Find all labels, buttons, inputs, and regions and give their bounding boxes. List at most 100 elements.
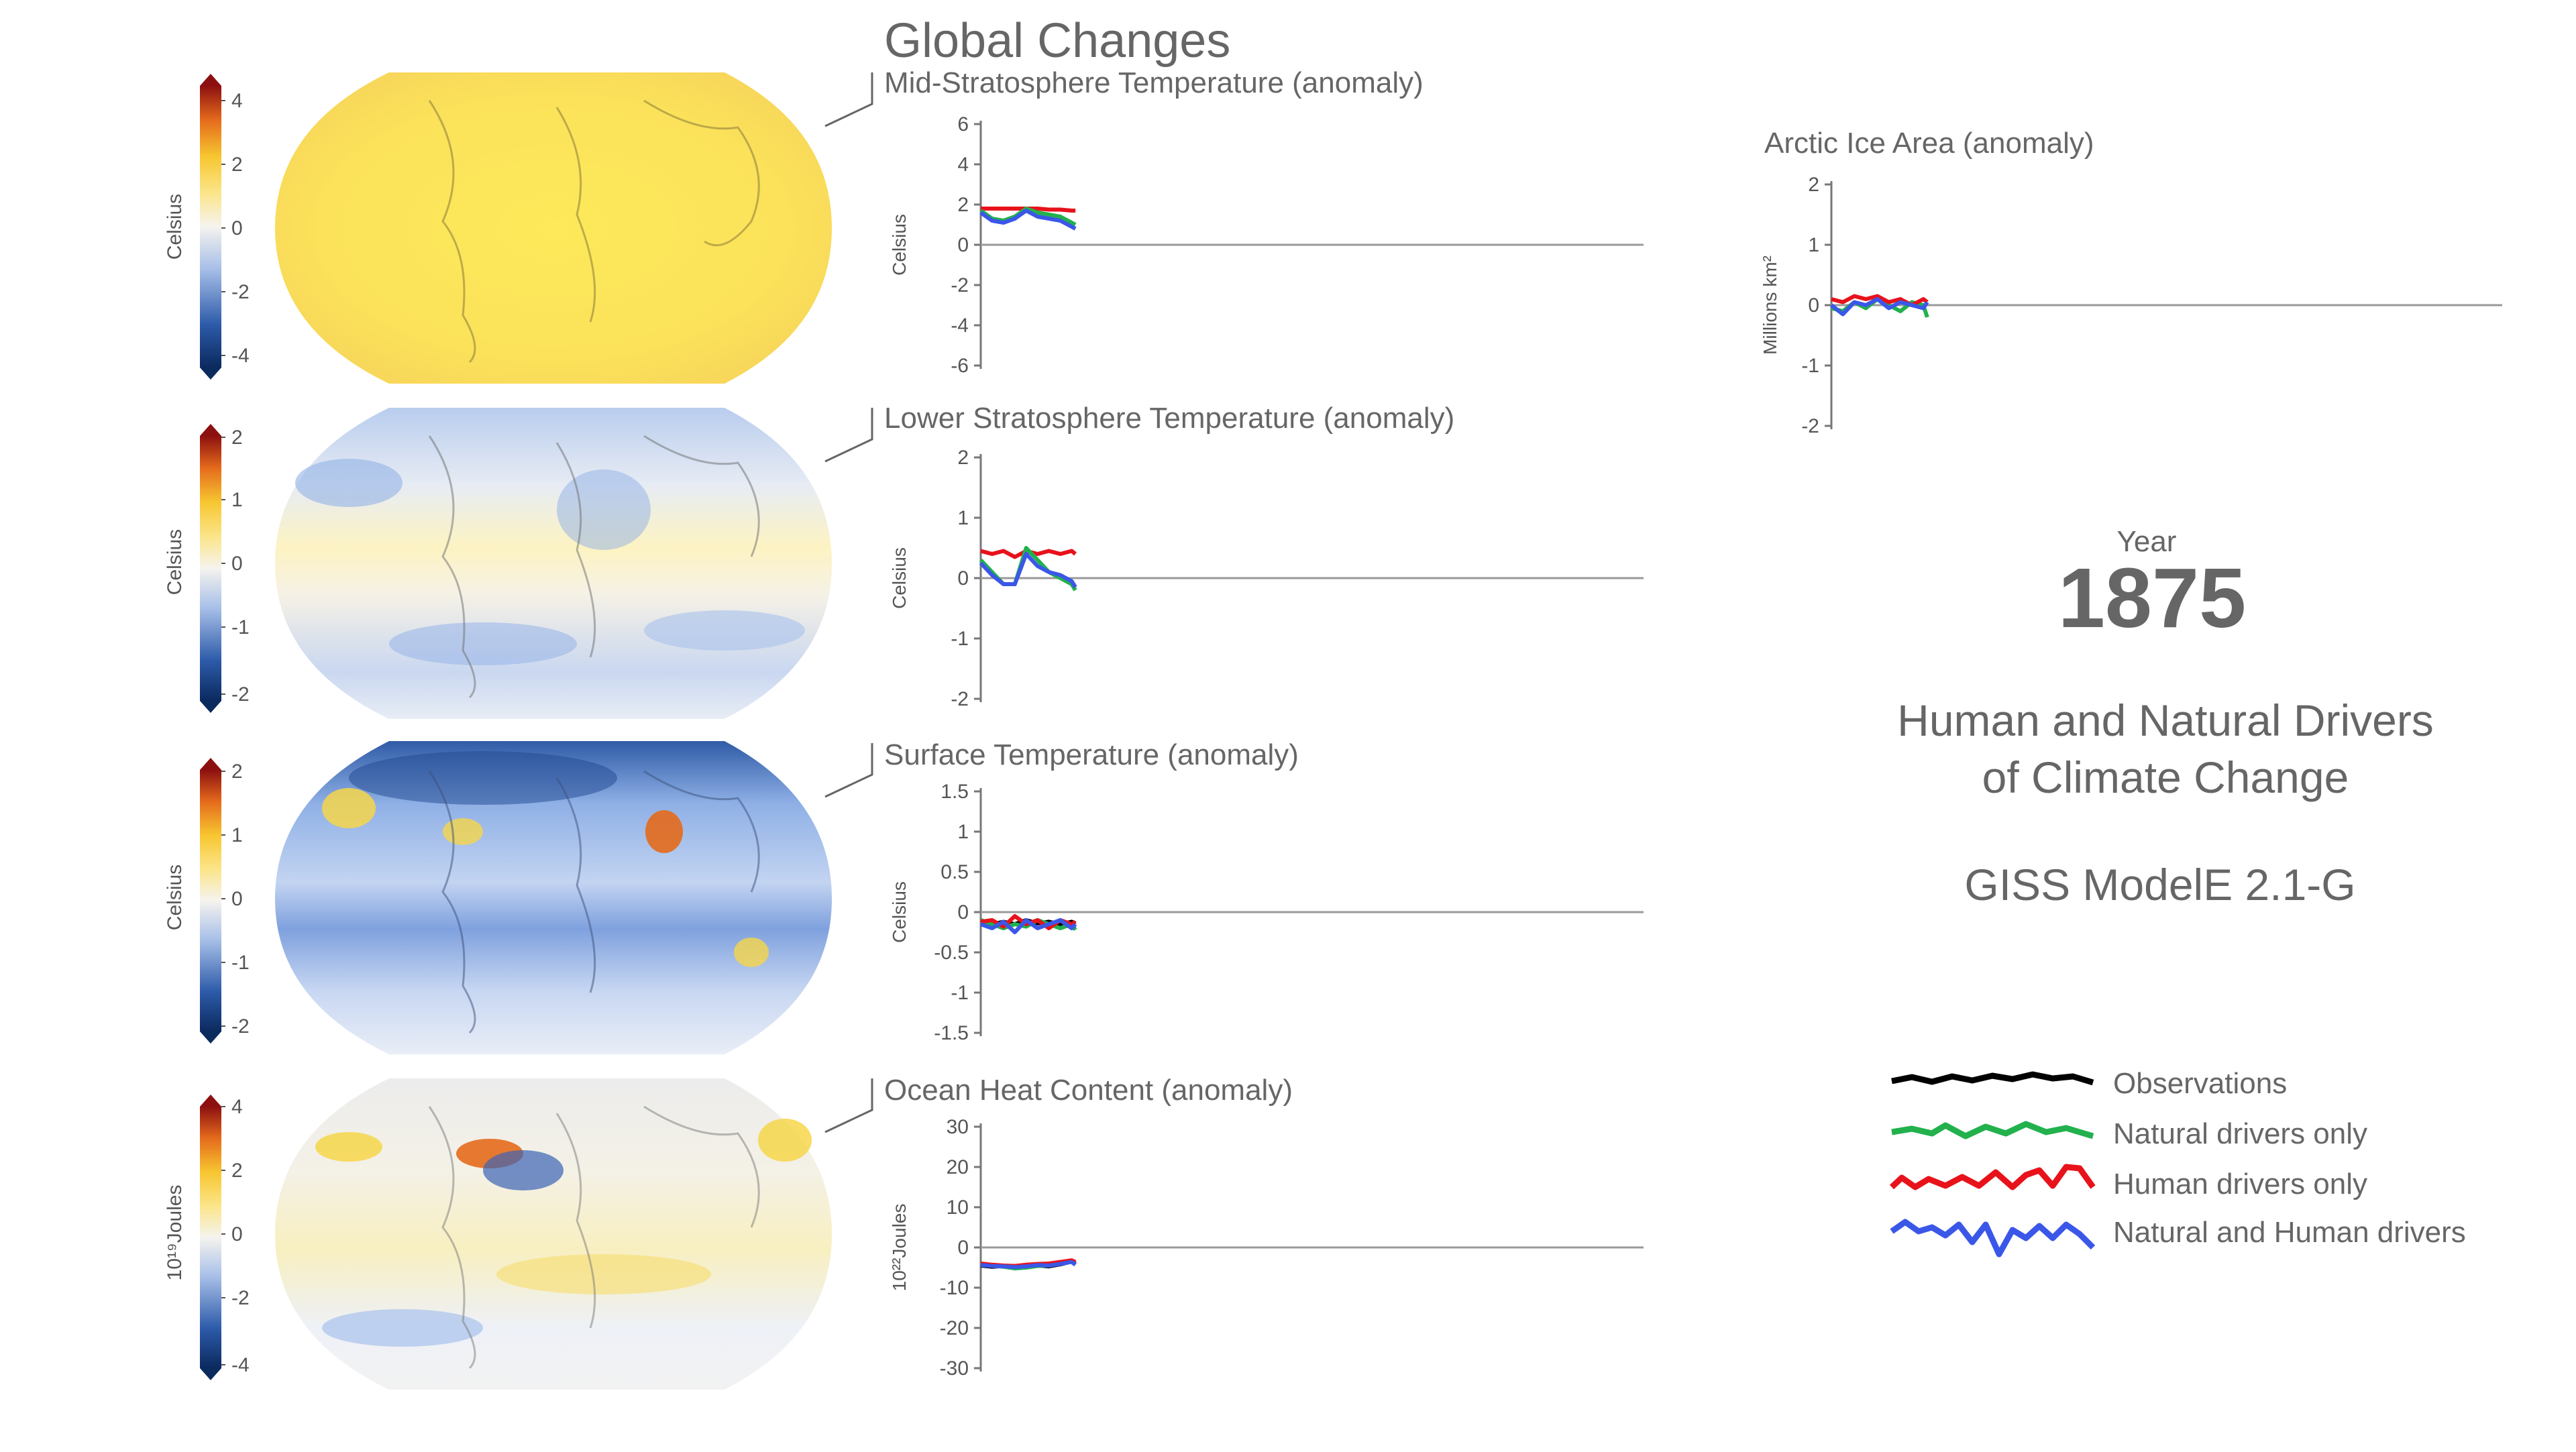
chart-panel: Arctic Ice Area (anomaly) 2 1 0 -1 -2 Millions… bbox=[1760, 127, 2502, 437]
colorbar-bottom-cap bbox=[200, 701, 221, 713]
chart-title: Arctic Ice Area (anomaly) bbox=[1764, 127, 2094, 160]
colorbar-tick: 2 bbox=[231, 761, 243, 783]
chart-panel: Mid-Stratosphere Temperature (anomaly) 6 4… bbox=[884, 66, 1644, 377]
y-tick-label: 4 bbox=[957, 154, 969, 176]
colorbar bbox=[200, 436, 221, 701]
anomaly-blob bbox=[322, 1309, 483, 1347]
y-tick-label: 6 bbox=[957, 113, 969, 135]
y-tick-label: 0 bbox=[1808, 294, 1819, 317]
legend-item-natural: Natural drivers only bbox=[1891, 1117, 2367, 1150]
y-tick-label: -4 bbox=[951, 315, 969, 337]
colorbar-top-cap bbox=[200, 424, 221, 436]
world-map bbox=[275, 741, 832, 1054]
colorbar-tick: -1 bbox=[231, 952, 250, 974]
colorbar-top-cap bbox=[200, 758, 221, 770]
y-tick-label: -2 bbox=[951, 274, 969, 296]
series-line bbox=[1831, 294, 1929, 307]
y-axis-label: Celsius bbox=[889, 547, 910, 609]
anomaly-blob bbox=[557, 469, 651, 550]
colorbar-tick: 0 bbox=[231, 217, 243, 239]
anomaly-blob bbox=[315, 1132, 382, 1162]
map-panel-surface: 2 1 0 -1 -2 Celsius bbox=[164, 741, 832, 1054]
colorbar-tick: 2 bbox=[231, 1160, 243, 1182]
colorbar bbox=[200, 1107, 221, 1368]
y-tick-label: -20 bbox=[940, 1317, 969, 1339]
legend-label-observations: Observations bbox=[2113, 1067, 2287, 1100]
chart-title: Lower Stratosphere Temperature (anomaly) bbox=[884, 402, 1454, 435]
legend-label-natural-human: Natural and Human drivers bbox=[2113, 1216, 2466, 1249]
y-tick-label: -10 bbox=[940, 1277, 969, 1299]
y-tick-label: 2 bbox=[957, 194, 969, 216]
y-axis-label: 10²²Joules bbox=[889, 1204, 910, 1292]
chart-panel: Surface Temperature (anomaly) 1.5 1 0.5 0 -0.… bbox=[884, 738, 1644, 1044]
legend-item-human: Human drivers only bbox=[1889, 1164, 2367, 1200]
anomaly-blob bbox=[349, 751, 617, 805]
colorbar-tick: 2 bbox=[231, 154, 243, 176]
colorbar-tick: 4 bbox=[231, 1096, 243, 1118]
legend-swatch-human bbox=[1889, 1164, 2096, 1190]
series-line bbox=[979, 552, 1077, 589]
y-tick-label: 0 bbox=[957, 901, 969, 924]
legend-item-natural-human: Natural and Human drivers bbox=[1890, 1216, 2466, 1258]
colorbar-tick: -2 bbox=[231, 1015, 250, 1038]
colorbar-tick: 1 bbox=[231, 824, 243, 846]
anomaly-blob bbox=[496, 1254, 711, 1294]
leader-line bbox=[824, 408, 873, 463]
y-tick-label: -30 bbox=[940, 1357, 969, 1380]
y-tick-label: -6 bbox=[951, 355, 969, 377]
colorbar-tick: 0 bbox=[231, 1223, 243, 1245]
legend-swatch-natural-human bbox=[1890, 1219, 2096, 1258]
y-tick-label: 30 bbox=[947, 1116, 969, 1138]
colorbar-bottom-cap bbox=[200, 368, 221, 380]
anomaly-blob bbox=[443, 818, 483, 845]
colorbar bbox=[200, 86, 221, 368]
y-axis-label: Celsius bbox=[889, 881, 910, 943]
colorbar-tick: 0 bbox=[231, 553, 243, 575]
anomaly-blob bbox=[322, 788, 376, 828]
anomaly-blob bbox=[483, 1150, 564, 1190]
colorbar-tick: 4 bbox=[231, 90, 243, 112]
colorbar-tick: -1 bbox=[231, 616, 250, 638]
map-panel-ocean-heat: 4 2 0 -2 -4 10¹⁹Joules bbox=[164, 1078, 832, 1390]
colorbar-label: 10¹⁹Joules bbox=[164, 1185, 186, 1281]
colorbar-top-cap bbox=[200, 1095, 221, 1107]
y-tick-label: 20 bbox=[947, 1156, 969, 1178]
anomaly-blob bbox=[734, 938, 769, 967]
y-tick-label: -1.5 bbox=[934, 1022, 969, 1044]
y-tick-label: -2 bbox=[951, 688, 969, 710]
y-tick-label: -1 bbox=[951, 628, 969, 650]
chart-title: Surface Temperature (anomaly) bbox=[884, 738, 1299, 771]
legend-label-human: Human drivers only bbox=[2113, 1168, 2367, 1200]
legend-swatch-natural bbox=[1891, 1121, 2094, 1139]
anomaly-blob bbox=[389, 622, 577, 665]
y-tick-label: 0 bbox=[957, 1237, 969, 1259]
subtitle-line-2: of Climate Change bbox=[1982, 752, 2349, 802]
y-tick-label: 10 bbox=[947, 1196, 969, 1219]
colorbar-tick: -2 bbox=[231, 683, 250, 706]
leader-line bbox=[824, 743, 873, 798]
model-name: GISS ModelE 2.1-G bbox=[1964, 860, 2355, 909]
map-panel-lower-stratosphere: 2 1 0 -1 -2 Celsius bbox=[164, 408, 832, 719]
colorbar-label: Celsius bbox=[164, 864, 186, 930]
leader-line bbox=[824, 72, 873, 127]
continent-outlines bbox=[428, 770, 760, 1034]
anomaly-blob bbox=[295, 459, 402, 507]
year-label: Year bbox=[2117, 525, 2177, 558]
world-map bbox=[275, 408, 832, 719]
y-tick-label: -2 bbox=[1801, 415, 1819, 437]
year-value: 1875 bbox=[2058, 551, 2246, 645]
colorbar-top-cap bbox=[200, 74, 221, 86]
colorbar-label: Celsius bbox=[164, 529, 186, 595]
y-tick-label: 1 bbox=[957, 821, 969, 843]
colorbar-tick: -4 bbox=[231, 1354, 250, 1376]
colorbar bbox=[200, 770, 221, 1031]
y-tick-label: 2 bbox=[1808, 174, 1819, 196]
colorbar-bottom-cap bbox=[200, 1368, 221, 1380]
colorbar-tick: 2 bbox=[231, 427, 243, 449]
y-axis-label: Millions km² bbox=[1760, 256, 1780, 355]
legend: Observations Natural drivers only Human … bbox=[1889, 1067, 2466, 1258]
colorbar-tick: -2 bbox=[231, 1287, 250, 1309]
legend-label-natural: Natural drivers only bbox=[2113, 1117, 2367, 1150]
y-axis-label: Celsius bbox=[889, 214, 910, 276]
